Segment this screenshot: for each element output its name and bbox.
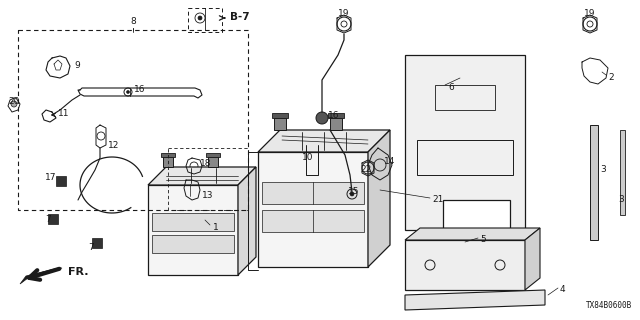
Polygon shape	[48, 214, 58, 224]
Polygon shape	[590, 125, 598, 240]
Polygon shape	[258, 130, 390, 152]
Text: 12: 12	[108, 140, 120, 149]
Text: 4: 4	[560, 285, 566, 294]
Text: 16: 16	[134, 85, 145, 94]
Polygon shape	[208, 157, 218, 167]
Text: 17: 17	[45, 173, 56, 182]
Text: 14: 14	[384, 157, 396, 166]
Polygon shape	[274, 118, 286, 130]
Text: 7: 7	[88, 244, 93, 252]
Circle shape	[127, 91, 129, 93]
Polygon shape	[330, 118, 342, 130]
Polygon shape	[405, 290, 545, 310]
Circle shape	[198, 16, 202, 20]
Circle shape	[350, 192, 354, 196]
Circle shape	[316, 112, 328, 124]
Polygon shape	[206, 153, 220, 157]
Text: 13: 13	[202, 191, 214, 201]
Polygon shape	[405, 228, 540, 240]
Text: 19: 19	[339, 10, 349, 19]
Polygon shape	[148, 185, 238, 275]
Polygon shape	[262, 210, 364, 232]
Polygon shape	[328, 113, 344, 118]
Text: 11: 11	[58, 108, 70, 117]
Polygon shape	[163, 157, 173, 167]
Polygon shape	[56, 176, 66, 186]
Polygon shape	[92, 238, 102, 248]
Text: 20: 20	[8, 98, 19, 107]
Text: 18: 18	[200, 158, 211, 167]
Text: 5: 5	[480, 236, 486, 244]
Text: B-7: B-7	[230, 12, 250, 22]
Text: TX84B0600B: TX84B0600B	[586, 301, 632, 310]
Text: 7: 7	[45, 215, 51, 225]
Polygon shape	[258, 152, 368, 267]
Text: 21: 21	[432, 196, 444, 204]
Text: 3: 3	[618, 196, 624, 204]
Text: 9: 9	[74, 61, 80, 70]
Text: 1: 1	[213, 223, 219, 233]
Polygon shape	[152, 213, 234, 231]
Text: 22: 22	[360, 165, 371, 174]
Text: 10: 10	[302, 154, 314, 163]
Text: 15: 15	[348, 188, 360, 196]
Polygon shape	[405, 55, 525, 230]
Polygon shape	[152, 235, 234, 253]
Polygon shape	[161, 153, 175, 157]
Text: 16: 16	[328, 111, 339, 121]
Polygon shape	[620, 130, 625, 215]
Circle shape	[11, 101, 17, 107]
Polygon shape	[262, 182, 364, 204]
Text: 6: 6	[448, 84, 454, 92]
Polygon shape	[368, 130, 390, 267]
Text: FR.: FR.	[68, 267, 88, 277]
Polygon shape	[272, 113, 288, 118]
Polygon shape	[405, 240, 525, 290]
Text: 19: 19	[584, 10, 596, 19]
Polygon shape	[238, 167, 256, 275]
Polygon shape	[525, 228, 540, 290]
Text: 2: 2	[608, 74, 614, 83]
Text: 8: 8	[130, 18, 136, 27]
Polygon shape	[20, 268, 62, 284]
Text: 3: 3	[600, 165, 605, 174]
Polygon shape	[148, 167, 256, 185]
